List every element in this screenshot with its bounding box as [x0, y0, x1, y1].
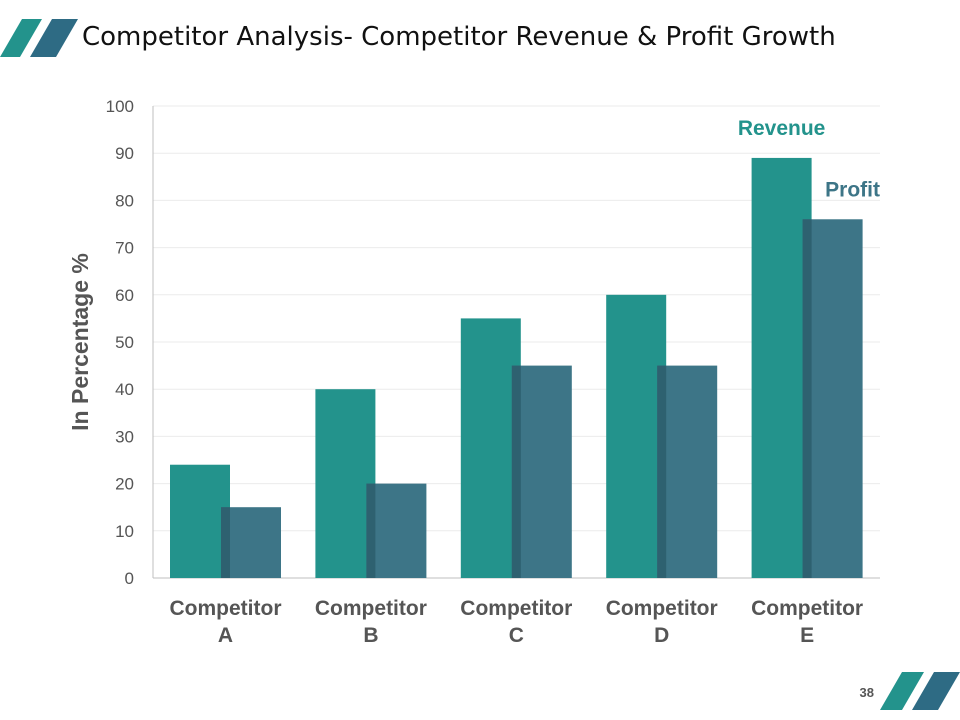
profit-bar: [221, 507, 281, 578]
profit-bar: [802, 219, 863, 578]
profit-bar: [511, 365, 572, 578]
x-tick-label: Competitor: [315, 597, 427, 620]
x-tick-label: A: [218, 624, 233, 647]
profit-bar-shadow: [221, 507, 230, 578]
page-number: 38: [859, 685, 874, 700]
y-tick-label: 70: [115, 239, 134, 258]
brand-stripes-logo: [0, 19, 78, 57]
revenue-bar: [751, 157, 812, 579]
profit-bar-shadow: [657, 365, 667, 578]
revenue-bar: [170, 464, 230, 578]
y-tick-label: 10: [115, 522, 134, 541]
logo-stripe-dark: [912, 672, 960, 710]
profit-bar-shadow: [511, 365, 521, 578]
x-tick-label: E: [800, 624, 814, 647]
x-tick-label: B: [363, 624, 378, 647]
profit-bar: [366, 483, 427, 578]
x-tick-label: C: [509, 624, 524, 647]
x-tick-label: Competitor: [606, 597, 718, 620]
y-tick-label: 80: [115, 191, 134, 210]
slide-title: Competitor Analysis- Competitor Revenue …: [82, 22, 836, 52]
x-tick-label: Competitor: [751, 597, 863, 620]
y-tick-label: 90: [115, 144, 134, 163]
logo-stripe-light: [880, 672, 924, 710]
revenue-bar: [460, 318, 521, 578]
logo-stripe-light: [0, 19, 42, 57]
y-axis-title: In Percentage %: [67, 253, 93, 431]
y-tick-label: 60: [115, 286, 134, 305]
x-tick-label: Competitor: [170, 597, 282, 620]
profit-bar-shadow: [802, 219, 812, 578]
logo-stripe-dark: [30, 19, 78, 57]
profit-bar: [657, 365, 718, 578]
revenue-bar: [315, 389, 376, 578]
y-tick-label: 40: [115, 380, 134, 399]
y-tick-label: 100: [106, 97, 134, 116]
y-tick-label: 30: [115, 427, 134, 446]
revenue-bar: [606, 294, 667, 578]
brand-stripes-logo-bottom: [880, 672, 960, 710]
profit-bar-shadow: [366, 483, 376, 578]
x-tick-label: D: [654, 624, 669, 647]
legend-profit: Profit: [825, 178, 880, 201]
legend-revenue: Revenue: [738, 117, 826, 140]
y-tick-label: 20: [115, 475, 134, 494]
y-tick-label: 0: [125, 569, 134, 588]
x-tick-label: Competitor: [460, 597, 572, 620]
y-tick-label: 50: [115, 333, 134, 352]
